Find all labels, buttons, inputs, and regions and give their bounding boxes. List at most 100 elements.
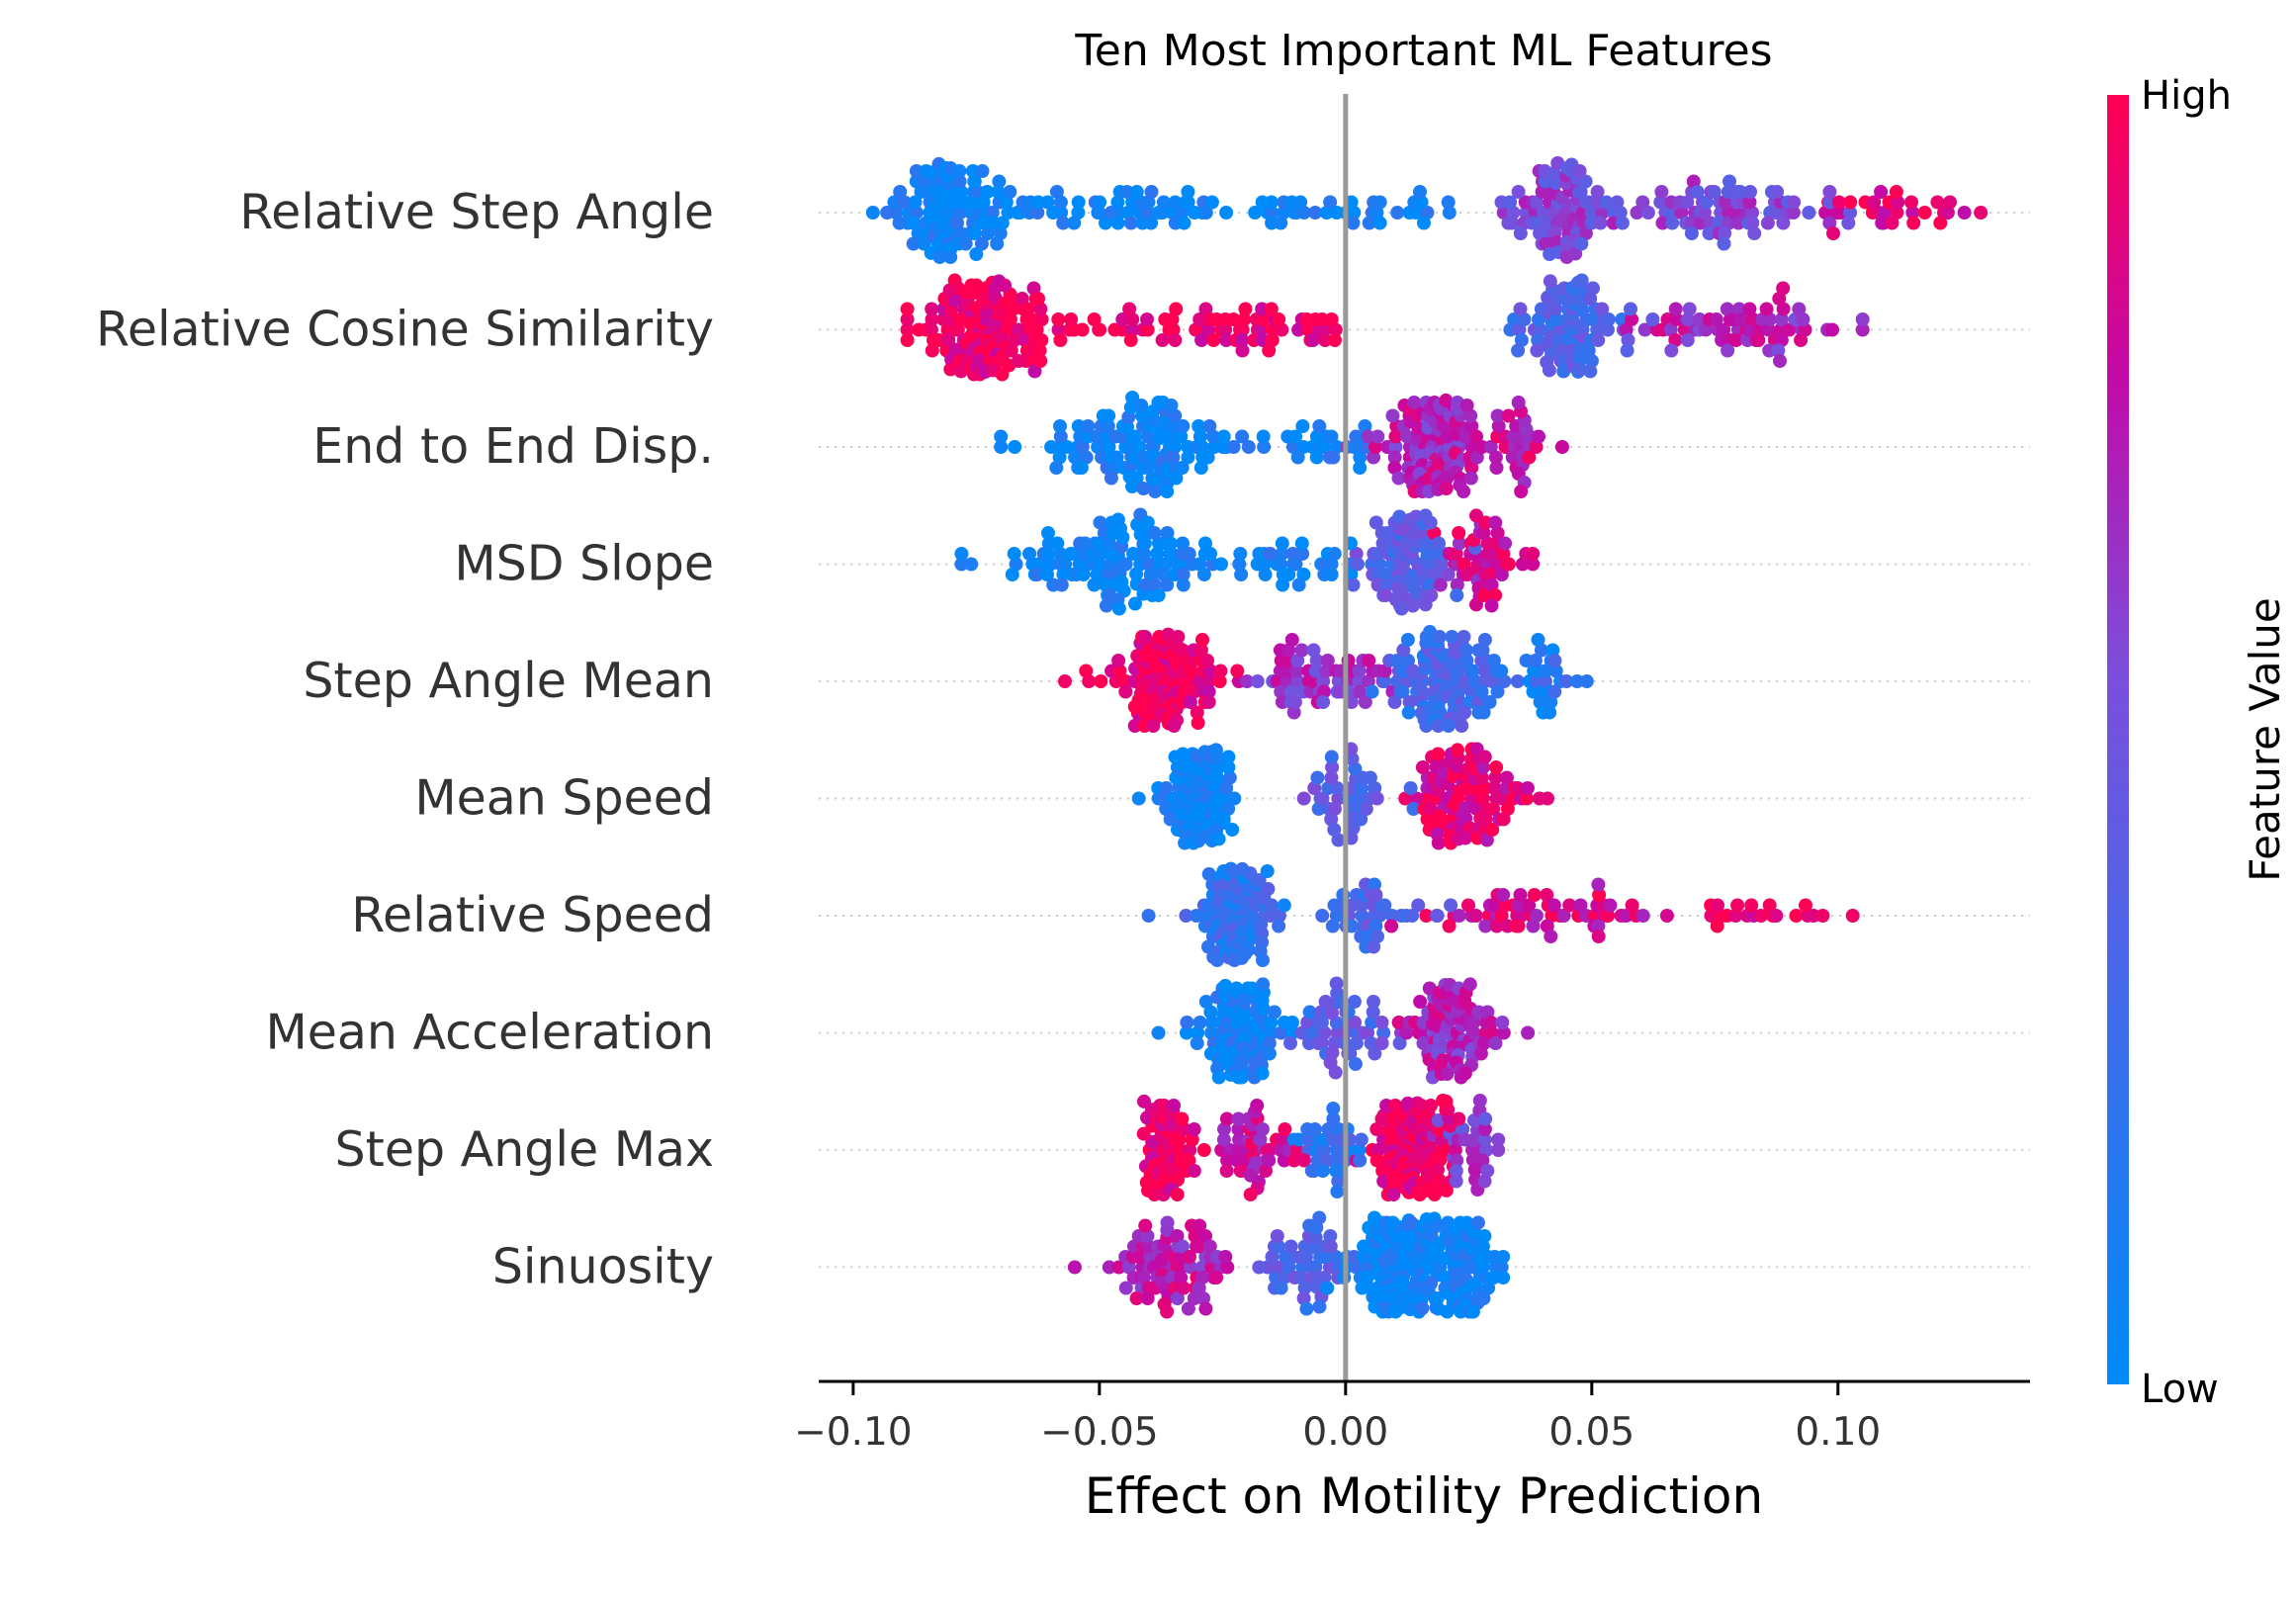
data-point (1385, 408, 1400, 423)
data-point (1510, 674, 1525, 688)
data-point (1477, 633, 1492, 647)
data-point (1301, 1132, 1316, 1147)
data-point (1477, 750, 1492, 764)
data-point (1256, 333, 1270, 347)
data-point (1102, 1260, 1116, 1275)
data-point (1364, 1036, 1378, 1050)
data-point (1325, 760, 1340, 774)
data-point (1891, 195, 1905, 210)
data-point (1192, 419, 1206, 433)
data-point (1320, 654, 1335, 667)
data-point (1155, 333, 1170, 347)
data-point (1877, 206, 1892, 220)
data-point (1192, 1218, 1207, 1233)
data-point (1181, 195, 1195, 210)
data-point (1218, 978, 1233, 993)
data-point (1549, 312, 1564, 326)
data-point (1624, 302, 1637, 316)
data-point (1353, 450, 1368, 465)
data-point (1165, 547, 1179, 561)
data-point (1157, 568, 1171, 581)
data-point (1459, 654, 1474, 667)
x-tick-label: −0.05 (1040, 1410, 1159, 1455)
data-point (1511, 396, 1526, 409)
data-point (1026, 281, 1041, 296)
data-point (1495, 1016, 1510, 1029)
data-point (1169, 302, 1184, 316)
data-point (950, 322, 965, 337)
data-point (1090, 568, 1104, 581)
data-point (1721, 343, 1735, 358)
feature-label: End to End Disp. (312, 418, 714, 475)
data-point (1398, 791, 1413, 806)
data-point (1372, 909, 1387, 923)
data-point (1444, 898, 1458, 913)
data-point (1315, 791, 1330, 806)
data-point (1600, 322, 1615, 337)
data-point (1163, 536, 1178, 551)
data-point (925, 302, 939, 316)
data-point (1177, 216, 1192, 230)
data-point (1294, 536, 1309, 551)
data-point (1483, 1016, 1498, 1029)
feature-label: Relative Speed (351, 887, 714, 943)
data-point (1718, 226, 1732, 240)
data-point (1172, 1132, 1187, 1147)
data-point (1317, 684, 1331, 699)
data-point (943, 362, 958, 377)
data-point (1174, 1271, 1189, 1285)
data-point (1543, 705, 1557, 720)
data-point (1176, 684, 1191, 699)
data-point (1798, 322, 1812, 337)
data-point (1102, 408, 1116, 423)
data-point (1484, 1025, 1499, 1040)
data-point (1138, 630, 1152, 644)
data-point (1352, 674, 1367, 688)
data-point (1465, 664, 1480, 678)
data-point (1275, 547, 1289, 561)
data-point (1203, 1005, 1218, 1020)
data-point (1262, 1260, 1277, 1275)
data-point (1277, 1271, 1291, 1285)
feature-label: Mean Acceleration (265, 1005, 714, 1061)
data-point (900, 302, 915, 316)
data-point (1430, 1291, 1445, 1305)
data-point (1441, 568, 1456, 581)
data-point (1140, 1291, 1155, 1305)
data-point (1645, 312, 1660, 326)
data-point (906, 236, 921, 251)
data-point (1495, 791, 1510, 806)
data-point (1347, 206, 1362, 220)
data-point (1191, 1239, 1205, 1254)
data-point (1156, 195, 1171, 210)
data-point (994, 429, 1009, 444)
data-point (1308, 206, 1323, 220)
data-point (1007, 547, 1021, 561)
data-point (1417, 216, 1431, 230)
data-point (1235, 322, 1250, 337)
data-point (1663, 322, 1678, 337)
data-point (1248, 206, 1263, 220)
data-point (1585, 312, 1600, 326)
data-point (1165, 312, 1180, 326)
data-point (1742, 302, 1757, 316)
data-point (1485, 674, 1500, 688)
data-point (1315, 1164, 1330, 1178)
data-point (1201, 695, 1216, 709)
data-point (1324, 568, 1339, 581)
data-point (1770, 185, 1785, 199)
data-point (1640, 206, 1655, 220)
data-point (1574, 236, 1589, 251)
data-point (1663, 206, 1678, 220)
data-point (1255, 1066, 1270, 1081)
data-point (1171, 630, 1186, 644)
data-point (1733, 185, 1747, 199)
data-point (1464, 684, 1478, 699)
data-point (1265, 333, 1280, 347)
data-point (1659, 909, 1674, 923)
data-point (1114, 322, 1129, 337)
data-point (1496, 1025, 1511, 1040)
data-point (1538, 674, 1552, 688)
data-point (1772, 292, 1787, 306)
data-point (1346, 577, 1361, 592)
